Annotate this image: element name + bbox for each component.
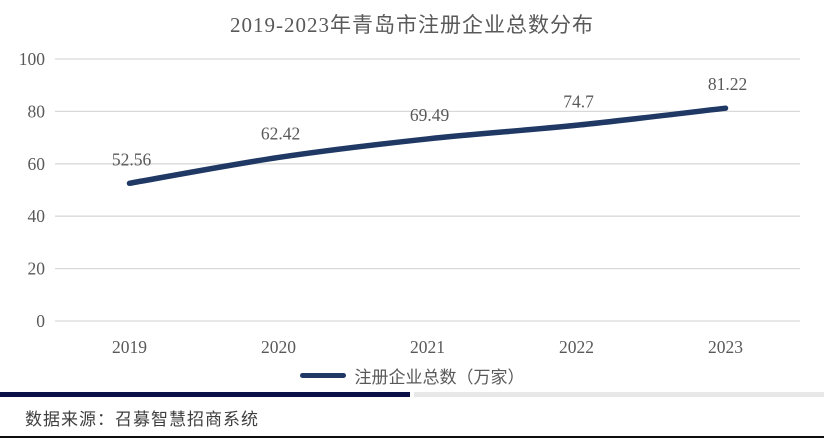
chart-title: 2019-2023年青岛市注册企业总数分布 bbox=[230, 13, 594, 37]
x-axis-tick-label: 2023 bbox=[708, 337, 743, 357]
y-axis-tick-label: 0 bbox=[36, 311, 45, 331]
y-axis-tick-label: 100 bbox=[19, 49, 46, 69]
legend-line-swatch-icon bbox=[299, 373, 346, 378]
series-line bbox=[126, 105, 729, 187]
x-axis-tick-label: 2020 bbox=[261, 337, 296, 357]
legend: 注册企业总数（万家） bbox=[0, 363, 824, 388]
data-label: 81.22 bbox=[708, 74, 747, 94]
y-axis-tick-label: 60 bbox=[28, 154, 46, 174]
footer-accent-bar-secondary bbox=[414, 392, 824, 397]
x-axis-tick-label: 2022 bbox=[559, 337, 594, 357]
data-label: 52.56 bbox=[112, 149, 152, 169]
legend-label: 注册企业总数（万家） bbox=[354, 368, 525, 387]
data-label: 74.7 bbox=[563, 91, 594, 111]
footer-accent-bar bbox=[0, 392, 410, 397]
data-source-note: 数据来源：召募智慧招商系统 bbox=[25, 410, 259, 429]
bottom-rule bbox=[0, 436, 824, 438]
y-axis-tick-label: 40 bbox=[28, 206, 46, 226]
y-axis-tick-label: 80 bbox=[28, 101, 46, 121]
data-label: 69.49 bbox=[410, 105, 450, 125]
data-label: 62.42 bbox=[261, 123, 300, 143]
x-axis-tick-label: 2019 bbox=[112, 337, 147, 357]
x-axis-tick-label: 2021 bbox=[410, 337, 445, 357]
y-axis-tick-label: 20 bbox=[28, 259, 46, 279]
